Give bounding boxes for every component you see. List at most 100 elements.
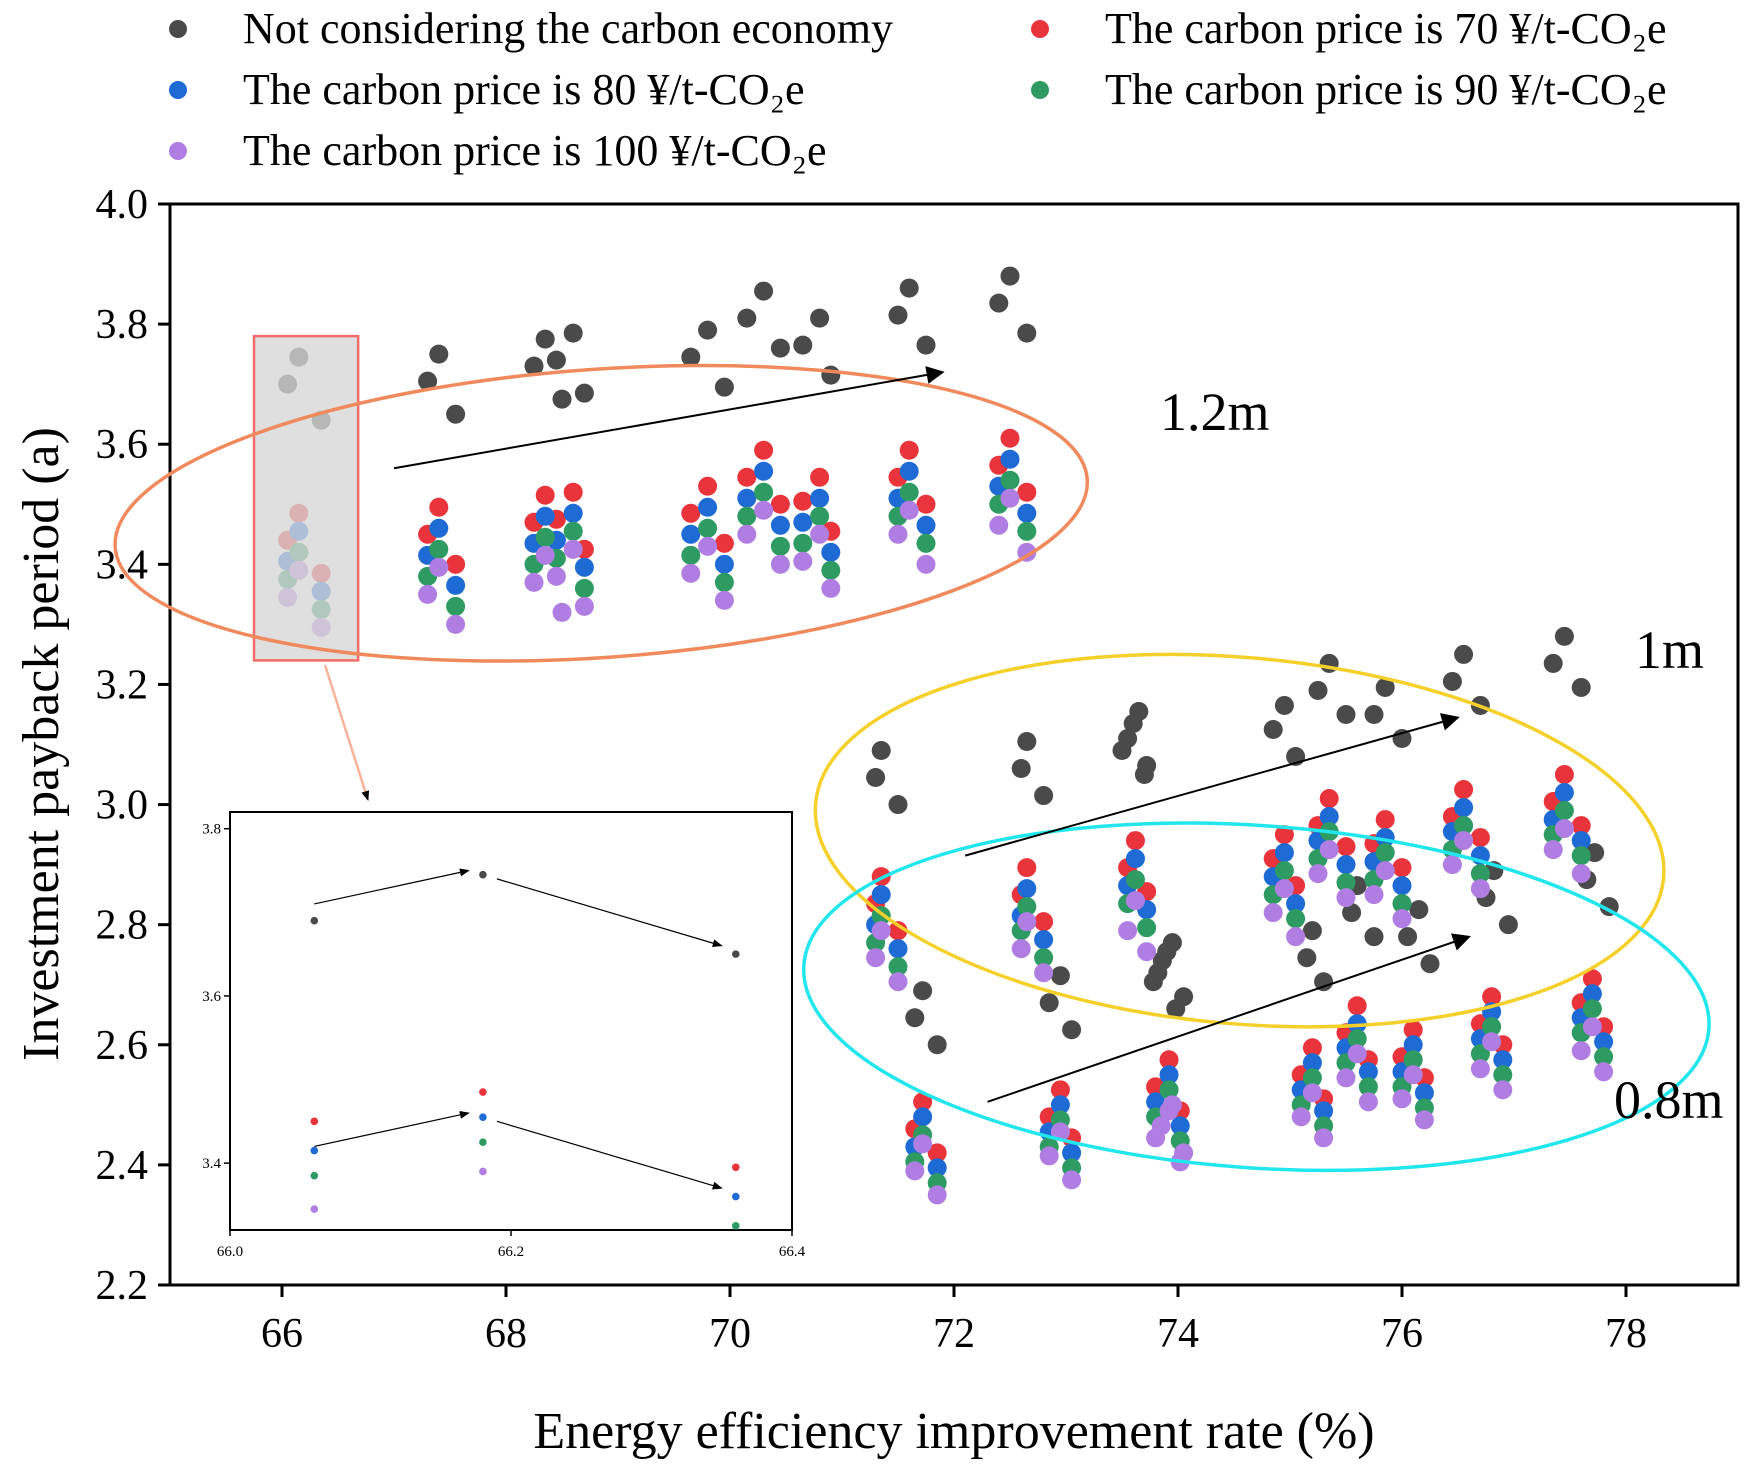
point-s2-67 (1493, 1050, 1513, 1070)
point-s4-32 (927, 1185, 947, 1205)
inset-point-s1-0 (310, 1117, 319, 1126)
point-s0-38 (1062, 1020, 1082, 1040)
point-s1-33 (1017, 858, 1037, 878)
point-s0-49 (1162, 933, 1182, 953)
point-s3-17 (793, 533, 813, 553)
point-s4-17 (770, 554, 790, 574)
point-s0-36 (1039, 993, 1059, 1013)
point-s4-5 (446, 614, 466, 634)
point-s4-65 (1414, 1110, 1434, 1130)
point-s0-4 (429, 344, 449, 364)
point-s4-30 (905, 1161, 925, 1181)
inset-point-s2-2 (732, 1192, 740, 1201)
point-s3-10 (574, 578, 594, 598)
point-s4-23 (916, 554, 936, 574)
legend-label-3: The carbon price is 90 ¥/t-CO₂e (1105, 65, 1667, 114)
point-s4-3 (418, 584, 438, 604)
y-tick-label-1: 2.4 (96, 1143, 149, 1189)
point-s1-22 (916, 494, 936, 514)
point-s1-14 (737, 467, 757, 487)
highlight-pointer (323, 664, 370, 801)
inset-point-s0-0 (310, 916, 319, 925)
point-s4-7 (535, 545, 555, 565)
point-s2-25 (1017, 503, 1037, 523)
point-s2-14 (737, 488, 757, 508)
point-s2-17 (793, 512, 813, 532)
point-s0-34 (1017, 731, 1037, 751)
point-s2-43 (1170, 1116, 1190, 1136)
point-s1-39 (1125, 831, 1145, 851)
point-s3-60 (1403, 1050, 1423, 1070)
point-s2-19 (821, 542, 841, 562)
point-s1-13 (714, 533, 734, 553)
point-s4-18 (793, 551, 813, 571)
point-s2-61 (1414, 1083, 1434, 1103)
inset-y-tick-label-2: 3.8 (202, 822, 221, 838)
point-s4-29 (888, 972, 908, 992)
inset-point-s0-2 (732, 950, 740, 958)
legend-marker-3 (1031, 81, 1049, 99)
point-s4-20 (821, 578, 841, 598)
point-s4-61 (1375, 861, 1395, 881)
point-s0-33 (1011, 759, 1031, 779)
point-s2-12 (698, 497, 718, 517)
point-s0-64 (1364, 704, 1384, 724)
point-s4-19 (810, 524, 830, 544)
point-s0-78 (1571, 677, 1591, 697)
point-s3-55 (1358, 1077, 1378, 1097)
y-tick-label-3: 2.8 (96, 903, 149, 949)
point-s3-58 (1392, 894, 1412, 914)
point-s0-56 (1302, 921, 1322, 941)
point-s0-31 (913, 981, 933, 1001)
inset-arrow-3 (496, 1120, 723, 1190)
point-s2-42 (1159, 1065, 1179, 1085)
point-s4-35 (1034, 963, 1054, 983)
point-s0-14 (714, 377, 734, 397)
point-s4-76 (1582, 1017, 1602, 1037)
point-s4-36 (1039, 1146, 1059, 1166)
point-s0-58 (1308, 680, 1328, 700)
inset-point-s1-1 (479, 1088, 487, 1096)
point-s0-15 (737, 308, 757, 328)
point-s1-52 (1336, 837, 1356, 857)
point-s2-4 (429, 518, 449, 538)
point-s3-72 (1582, 999, 1602, 1019)
point-s2-21 (899, 461, 919, 481)
point-s0-63 (1364, 927, 1384, 947)
legend-marker-2 (169, 81, 187, 99)
point-s1-36 (1050, 1080, 1070, 1100)
point-s4-9 (563, 539, 583, 559)
y-tick-label-8: 3.8 (96, 302, 149, 348)
x-tick-label-4: 74 (1157, 1311, 1199, 1357)
point-s3-11 (681, 545, 701, 565)
point-s0-61 (1342, 903, 1362, 923)
point-s4-4 (429, 557, 449, 577)
inset-point-s4-1 (479, 1167, 487, 1176)
point-s2-58 (1392, 876, 1412, 896)
point-s3-15 (754, 482, 774, 502)
point-s4-52 (1302, 1083, 1322, 1103)
point-s0-24 (989, 293, 1009, 313)
inset-points (310, 870, 740, 1230)
point-s0-68 (1409, 900, 1429, 920)
point-s4-77 (1594, 1062, 1614, 1082)
point-s4-24 (989, 515, 1009, 535)
point-s4-37 (1050, 1122, 1070, 1142)
point-s3-64 (1470, 864, 1490, 884)
legend: Not considering the carbon economy The c… (169, 4, 1667, 175)
point-s1-21 (899, 440, 919, 460)
point-s1-5 (446, 554, 466, 574)
point-s0-40 (1118, 728, 1138, 748)
point-s0-13 (698, 320, 718, 340)
point-s3-42 (1159, 1080, 1179, 1100)
point-s2-60 (1403, 1035, 1423, 1055)
point-s1-63 (1454, 780, 1474, 800)
point-s0-57 (1314, 972, 1334, 992)
point-s4-70 (1482, 1032, 1502, 1052)
x-tick-label-1: 68 (485, 1311, 527, 1357)
point-s1-11 (681, 503, 701, 523)
point-s0-8 (546, 350, 566, 370)
legend-marker-1 (1031, 20, 1049, 38)
point-s4-63 (1392, 1089, 1412, 1109)
point-s1-57 (1375, 810, 1395, 830)
